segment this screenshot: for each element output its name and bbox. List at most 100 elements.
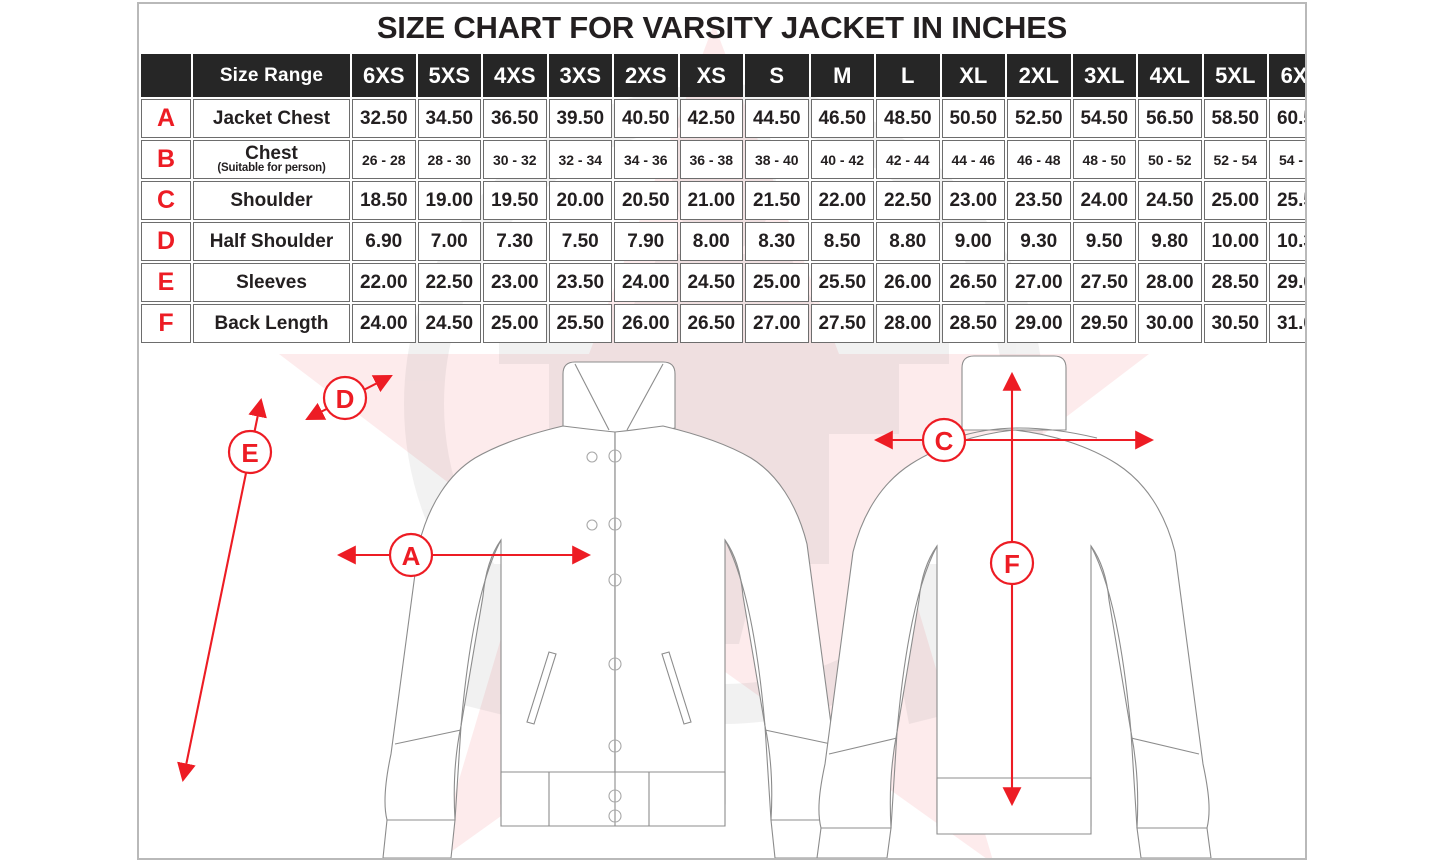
cell-d-m: 8.50 [810, 222, 874, 261]
cell-f-l: 28.00 [876, 304, 940, 343]
cell-e-4xl: 28.00 [1138, 263, 1202, 302]
cell-c-2xs: 20.50 [614, 181, 678, 220]
row-label-main: Back Length [214, 312, 329, 334]
row-letter-f: F [141, 304, 191, 343]
row-label: Back Length [193, 304, 350, 343]
cell-f-xl: 28.50 [941, 304, 1005, 343]
cell-f-5xs: 24.50 [417, 304, 481, 343]
cell-b-6xl: 54 - 56 [1269, 140, 1305, 179]
jacket-diagram: A D E C [139, 334, 1305, 858]
cell-e-s: 25.00 [745, 263, 809, 302]
header-size-6xs: 6XS [352, 54, 416, 97]
cell-f-5xl: 30.50 [1203, 304, 1267, 343]
row-label-main: Sleeves [236, 271, 307, 293]
cell-d-6xl: 10.30 [1269, 222, 1305, 261]
header-size-6xl: 6XL [1269, 54, 1305, 97]
marker-d-half-shoulder: D [305, 375, 393, 421]
cell-a-s: 44.50 [745, 99, 809, 138]
cell-d-5xl: 10.00 [1203, 222, 1267, 261]
cell-f-3xl: 29.50 [1072, 304, 1136, 343]
header-size-4xs: 4XS [483, 54, 547, 97]
row-label: Chest (Suitable for person) [193, 140, 350, 179]
row-letter-d: D [141, 222, 191, 261]
cell-e-5xs: 22.50 [417, 263, 481, 302]
cell-c-2xl: 23.50 [1007, 181, 1071, 220]
cell-f-2xs: 26.00 [614, 304, 678, 343]
header-size-xs: XS [679, 54, 743, 97]
cell-c-4xl: 24.50 [1138, 181, 1202, 220]
cell-f-6xl: 31.00 [1269, 304, 1305, 343]
cell-f-3xs: 25.50 [548, 304, 612, 343]
cell-f-4xl: 30.00 [1138, 304, 1202, 343]
header-size-2xl: 2XL [1007, 54, 1071, 97]
table-row: A Jacket Chest 32.50 34.50 36.50 39.50 40.50 42… [141, 99, 1305, 138]
row-label: Half Shoulder [193, 222, 350, 261]
cell-b-2xl: 46 - 48 [1007, 140, 1071, 179]
row-letter-c: C [141, 181, 191, 220]
header-size-m: M [810, 54, 874, 97]
cell-f-m: 27.50 [810, 304, 874, 343]
cell-a-xs: 42.50 [679, 99, 743, 138]
svg-text:F: F [1004, 549, 1020, 579]
cell-b-5xl: 52 - 54 [1203, 140, 1267, 179]
header-size-s: S [745, 54, 809, 97]
cell-b-3xs: 32 - 34 [548, 140, 612, 179]
cell-f-s: 27.00 [745, 304, 809, 343]
header-size-5xl: 5XL [1203, 54, 1267, 97]
cell-f-6xs: 24.00 [352, 304, 416, 343]
cell-d-4xs: 7.30 [483, 222, 547, 261]
marker-f-back-length: F [989, 371, 1035, 807]
table-row: C Shoulder 18.50 19.00 19.50 20.00 20.50 21.00 2… [141, 181, 1305, 220]
table-row: F Back Length 24.00 24.50 25.00 25.50 26.00 26.… [141, 304, 1305, 343]
size-chart-table: Size Range 6XS 5XS 4XS 3XS 2XS XS S M L XL 2XL 3XL 4X… [139, 52, 1305, 345]
marker-c-shoulder: C [873, 417, 1155, 463]
svg-text:E: E [241, 438, 258, 468]
cell-c-4xs: 19.50 [483, 181, 547, 220]
table-row: D Half Shoulder 6.90 7.00 7.30 7.50 7.90 8.00 8.… [141, 222, 1305, 261]
cell-f-2xl: 29.00 [1007, 304, 1071, 343]
cell-c-3xs: 20.00 [548, 181, 612, 220]
cell-a-2xl: 52.50 [1007, 99, 1071, 138]
cell-b-5xs: 28 - 30 [417, 140, 481, 179]
cell-b-4xl: 50 - 52 [1138, 140, 1202, 179]
cell-b-l: 42 - 44 [876, 140, 940, 179]
cell-d-4xl: 9.80 [1138, 222, 1202, 261]
cell-d-3xs: 7.50 [548, 222, 612, 261]
cell-c-3xl: 24.00 [1072, 181, 1136, 220]
cell-e-2xs: 24.00 [614, 263, 678, 302]
row-label-sub: (Suitable for person) [217, 162, 326, 175]
cell-c-5xl: 25.00 [1203, 181, 1267, 220]
cell-a-5xs: 34.50 [417, 99, 481, 138]
header-size-5xs: 5XS [417, 54, 481, 97]
cell-c-6xs: 18.50 [352, 181, 416, 220]
cell-a-4xl: 56.50 [1138, 99, 1202, 138]
row-label-main: Shoulder [230, 189, 313, 211]
cell-a-xl: 50.50 [941, 99, 1005, 138]
header-size-xl: XL [941, 54, 1005, 97]
cell-d-l: 8.80 [876, 222, 940, 261]
header-size-3xl: 3XL [1072, 54, 1136, 97]
row-label: Sleeves [193, 263, 350, 302]
cell-d-xl: 9.00 [941, 222, 1005, 261]
cell-e-3xl: 27.50 [1072, 263, 1136, 302]
jacket-front-outline [382, 361, 844, 858]
cell-e-5xl: 28.50 [1203, 263, 1267, 302]
cell-e-m: 25.50 [810, 263, 874, 302]
cell-b-4xs: 30 - 32 [483, 140, 547, 179]
cell-b-s: 38 - 40 [745, 140, 809, 179]
cell-b-xs: 36 - 38 [679, 140, 743, 179]
row-label-main: Jacket Chest [212, 107, 331, 129]
cell-c-l: 22.50 [876, 181, 940, 220]
header-size-3xs: 3XS [548, 54, 612, 97]
cell-a-m: 46.50 [810, 99, 874, 138]
cell-d-s: 8.30 [745, 222, 809, 261]
cell-e-6xs: 22.00 [352, 263, 416, 302]
cell-f-4xs: 25.00 [483, 304, 547, 343]
cell-e-4xs: 23.00 [483, 263, 547, 302]
row-label-main: Half Shoulder [209, 230, 334, 252]
cell-e-2xl: 27.00 [1007, 263, 1071, 302]
header-size-range: Size Range [193, 54, 350, 97]
cell-a-2xs: 40.50 [614, 99, 678, 138]
table-row: B Chest (Suitable for person) 26 - 28 28 - 3… [141, 140, 1305, 179]
